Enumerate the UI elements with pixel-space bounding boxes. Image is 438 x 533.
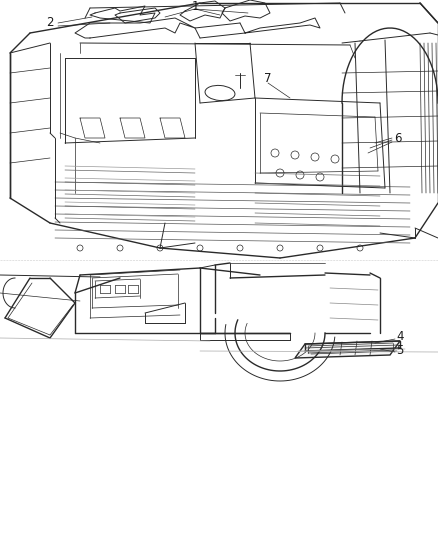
Polygon shape — [295, 341, 400, 358]
Text: 6: 6 — [394, 132, 402, 144]
Text: 4: 4 — [396, 330, 403, 343]
Text: 1: 1 — [191, 0, 199, 12]
Text: 2: 2 — [46, 17, 54, 29]
Text: 7: 7 — [264, 71, 272, 85]
Text: 5: 5 — [396, 343, 403, 357]
